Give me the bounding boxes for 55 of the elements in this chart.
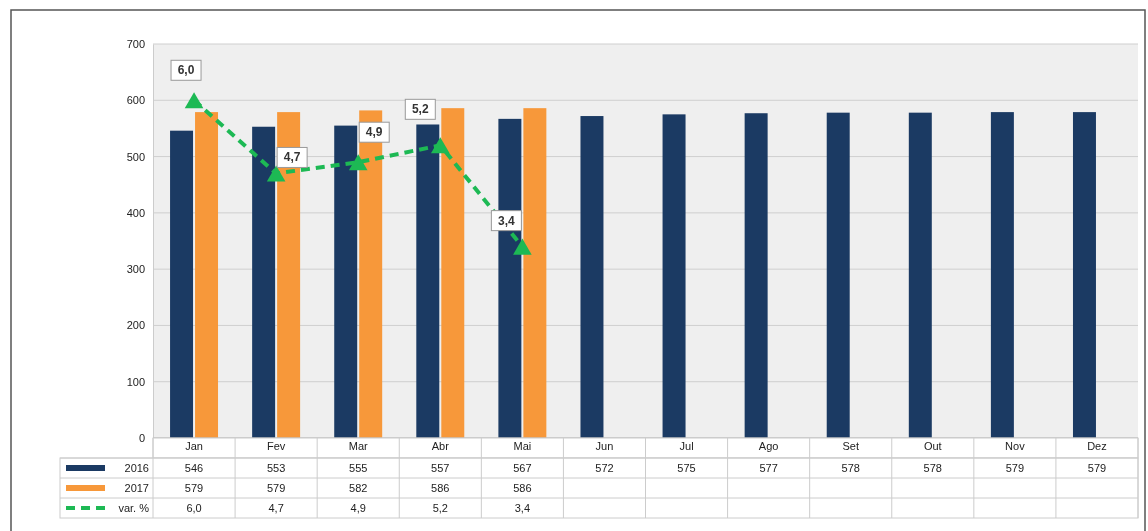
x-tick-label: Fev (266, 439, 286, 452)
data-label: 578 (841, 462, 860, 474)
point (430, 137, 450, 154)
data-label: 578 (923, 462, 942, 474)
data-label: 5,2 (432, 502, 448, 514)
data-label: 3,4 (514, 502, 531, 514)
data-label: 579 (184, 482, 204, 494)
data-label: 557 (431, 462, 450, 474)
data-label: 586 (513, 482, 532, 494)
data-label: 546 (184, 462, 204, 474)
y-tick-label: 300 (126, 263, 145, 276)
x-tick-label: Jun (595, 439, 614, 452)
text: 6,0 (177, 63, 195, 78)
data-label: 567 (513, 462, 532, 474)
text: 4,9 (365, 125, 383, 140)
x-tick-label: Mar (348, 439, 369, 452)
data-label: 582 (349, 482, 368, 494)
y-tick-label: 100 (126, 375, 145, 388)
data-label: 577 (759, 462, 778, 474)
x-tick-label: Mai (513, 439, 532, 452)
data-label: 553 (266, 462, 286, 474)
point (266, 165, 286, 182)
x-tick-label: Nov (1005, 439, 1026, 452)
y-tick-label: 200 (126, 319, 145, 332)
data-label: 579 (1087, 462, 1107, 474)
x-tick-label: Out (923, 439, 942, 452)
point (348, 154, 368, 171)
x-tick-label: Jul (679, 439, 694, 452)
data-label: 579 (1005, 462, 1025, 474)
y-tick-label: 600 (126, 94, 145, 107)
x-tick-label: Dez (1087, 439, 1107, 452)
data-label: 6,0 (186, 502, 202, 514)
data-label: 4,9 (350, 502, 366, 514)
text: 5,2 (411, 102, 429, 117)
data-label: 555 (349, 462, 368, 474)
y-tick-label: 0 (138, 432, 145, 445)
y-tick-label: 500 (126, 150, 145, 163)
data-label: 579 (266, 482, 286, 494)
y-tick-label: 400 (126, 206, 145, 219)
point (513, 238, 532, 255)
x-tick-label: Set (842, 439, 859, 452)
x-tick-label: Jan (185, 439, 203, 452)
legend-label: var. % (118, 502, 150, 514)
text: 3,4 (498, 213, 515, 228)
data-label: 575 (677, 462, 696, 474)
data-label: 4,7 (268, 502, 284, 514)
text: 4,7 (283, 150, 301, 165)
data-label: 572 (595, 462, 614, 474)
legend-label: 2016 (124, 462, 149, 474)
y-tick-label: 700 (126, 38, 145, 51)
legend-label: 2017 (124, 482, 149, 494)
x-tick-label: Ago (758, 439, 779, 452)
x-tick-label: Abr (431, 439, 450, 452)
point (184, 92, 204, 109)
data-label: 586 (431, 482, 450, 494)
